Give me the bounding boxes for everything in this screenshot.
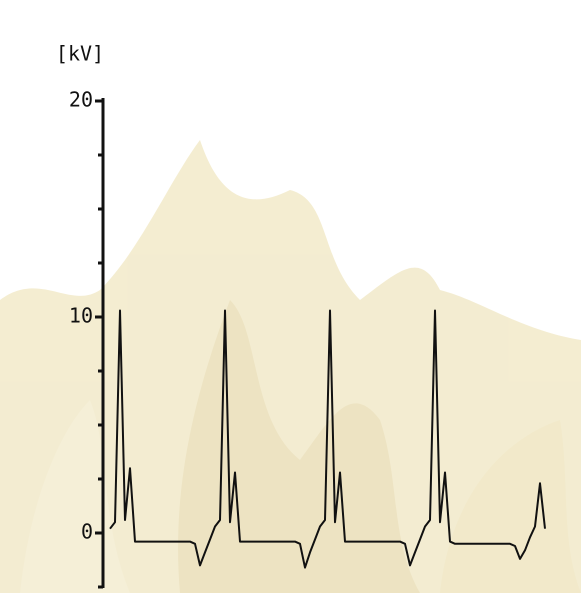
chart: [kV] 0 10 20 [0,0,581,593]
y-tick-label: 0 [81,520,93,544]
y-tick-label: 20 [69,88,93,112]
y-tick-label: 10 [69,304,93,328]
y-axis-label: [kV] [56,42,104,66]
